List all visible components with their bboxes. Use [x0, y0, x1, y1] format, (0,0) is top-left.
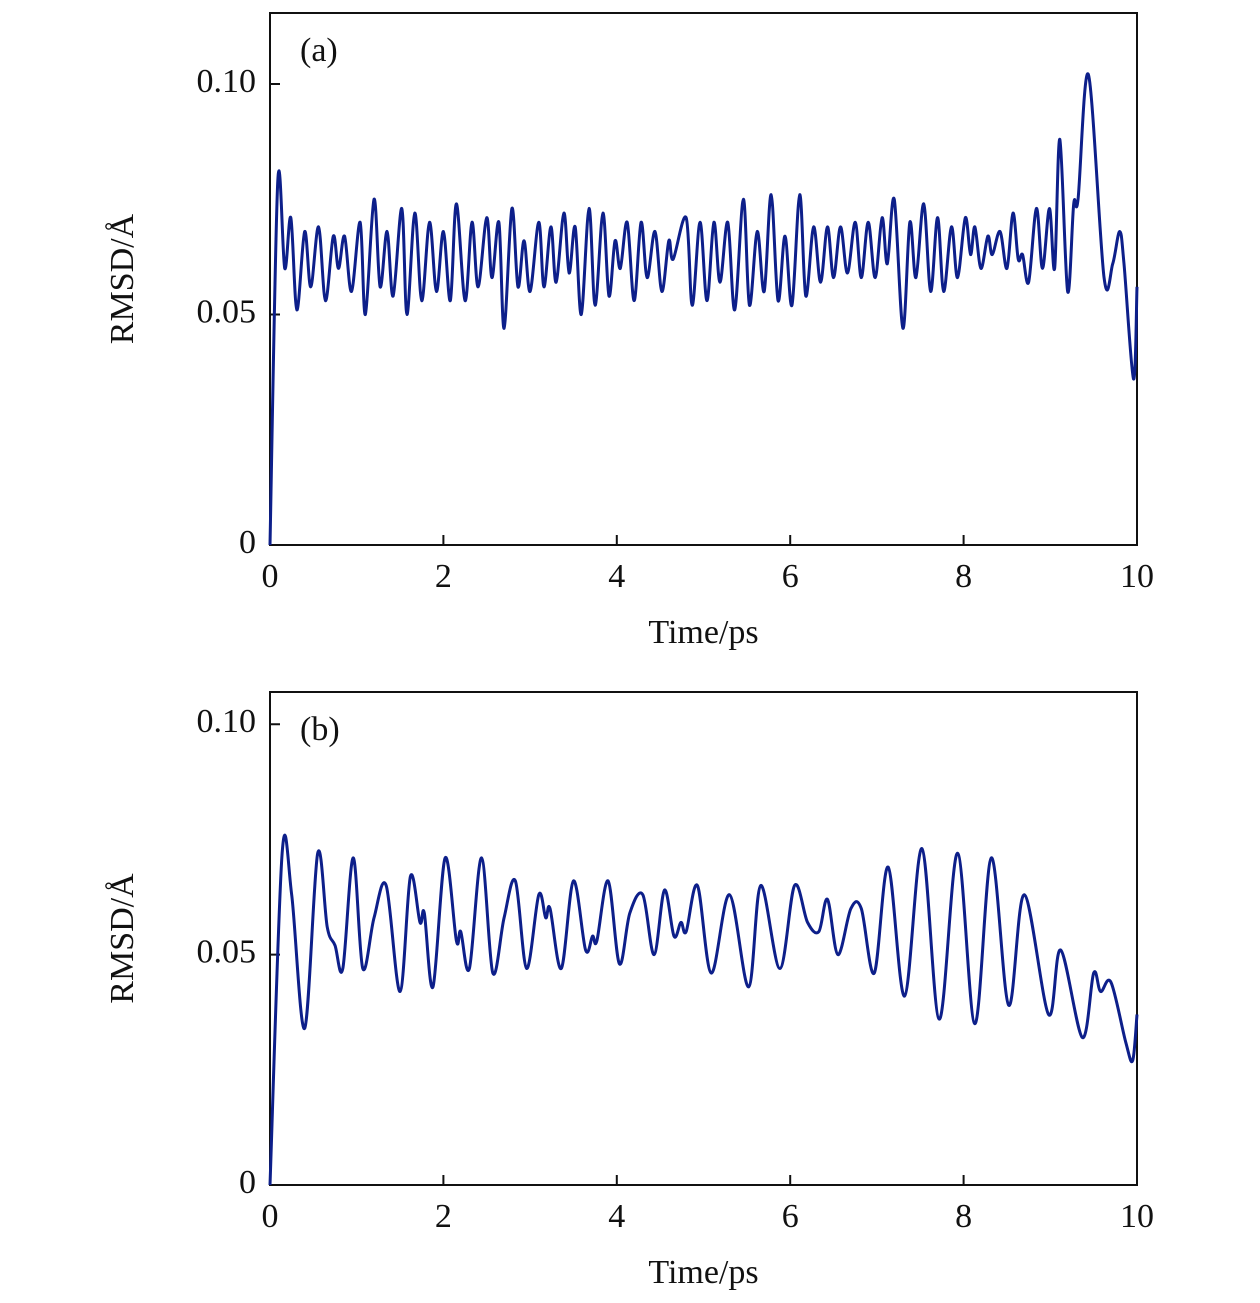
data-line	[268, 833, 1139, 1186]
x-tick-label: 10	[1120, 1198, 1154, 1235]
x-tick-label: 4	[608, 1198, 625, 1235]
x-tick-label: 10	[1120, 558, 1154, 595]
y-tick-label: 0	[239, 1164, 256, 1201]
y-tick-label: 0.05	[197, 933, 257, 970]
plot-frame	[269, 12, 1138, 546]
x-tick-label: 4	[608, 558, 625, 595]
x-tick-label: 2	[435, 558, 452, 595]
x-tick-label: 8	[955, 558, 972, 595]
x-tick-label: 0	[262, 558, 279, 595]
x-tick-label: 2	[435, 1198, 452, 1235]
y-tick-label: 0.10	[197, 703, 257, 740]
x-tick-label: 6	[782, 1198, 799, 1235]
panel-label: (a)	[300, 32, 338, 69]
y-axis-label: RMSD/Å	[104, 873, 141, 1004]
x-tick-label: 8	[955, 1198, 972, 1235]
x-axis-label: Time/ps	[648, 1254, 758, 1291]
plot-frame	[269, 691, 1138, 1186]
y-tick-label: 0.05	[197, 293, 257, 330]
y-axis-label: RMSD/Å	[104, 213, 141, 344]
x-axis-label: Time/ps	[648, 614, 758, 651]
x-tick-label: 6	[782, 558, 799, 595]
y-tick-label: 0.10	[197, 63, 257, 100]
panel-label: (b)	[300, 711, 340, 748]
y-tick-label: 0	[239, 524, 256, 561]
x-tick-label: 0	[262, 1198, 279, 1235]
data-line	[268, 72, 1139, 546]
